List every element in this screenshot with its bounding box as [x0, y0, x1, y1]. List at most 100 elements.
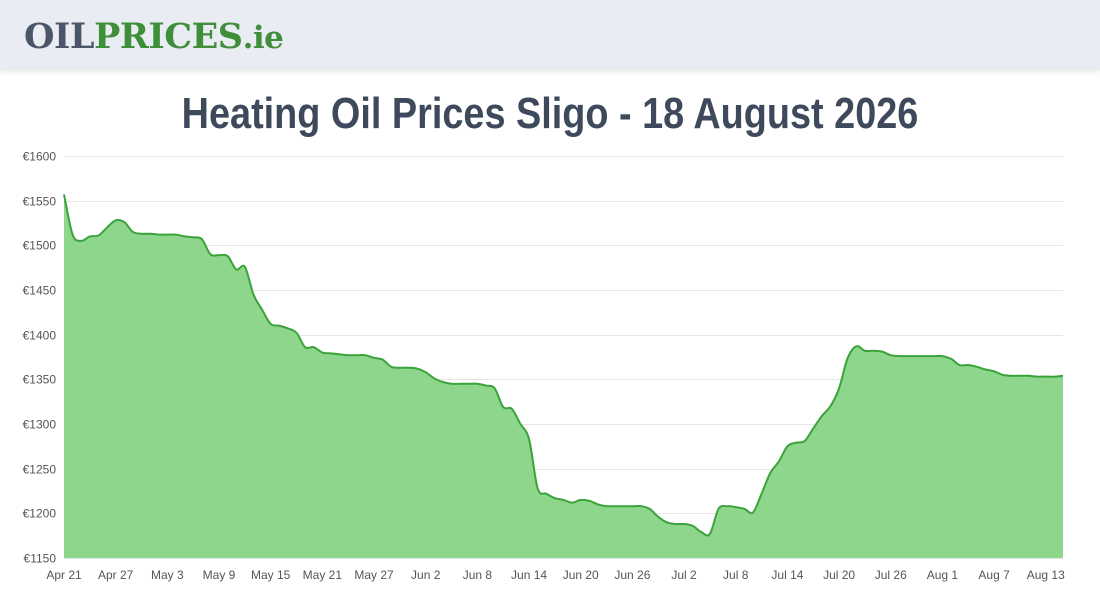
data-point: [950, 358, 952, 360]
y-tick-label: €1400: [23, 329, 57, 343]
data-point: [261, 309, 263, 311]
logo-text-oil: OIL: [24, 16, 94, 57]
data-point: [382, 359, 384, 361]
y-tick-label: €1250: [23, 463, 57, 477]
data-point: [468, 383, 470, 385]
data-point: [373, 357, 375, 359]
data-point: [192, 236, 194, 238]
x-tick-label: May 9: [203, 568, 236, 582]
data-point: [726, 505, 728, 507]
x-tick-label: Jul 8: [723, 568, 749, 582]
data-point: [390, 366, 392, 368]
data-point: [778, 461, 780, 463]
x-tick-label: May 3: [151, 568, 184, 582]
data-point: [244, 266, 246, 268]
data-point: [890, 354, 892, 356]
data-point: [769, 472, 771, 474]
data-point: [563, 499, 565, 501]
data-point: [1036, 376, 1038, 378]
data-point: [640, 505, 642, 507]
data-point: [588, 500, 590, 502]
data-point: [752, 511, 754, 513]
data-point: [924, 355, 926, 357]
data-point: [580, 499, 582, 501]
x-tick-label: Jun 26: [614, 568, 650, 582]
y-tick-label: €1200: [23, 507, 57, 521]
data-point: [898, 355, 900, 357]
data-point: [227, 255, 229, 257]
data-point: [519, 423, 521, 425]
data-point: [571, 502, 573, 504]
data-point: [993, 370, 995, 372]
x-tick-label: Jun 14: [511, 568, 547, 582]
data-point: [907, 355, 909, 357]
logo-text-domain: .ie: [242, 20, 284, 56]
data-point: [175, 234, 177, 236]
data-point: [1028, 375, 1030, 377]
logo-text-prices: PRICES: [93, 16, 243, 57]
data-point: [201, 238, 203, 240]
data-point: [855, 345, 857, 347]
site-logo[interactable]: OILPRICES.ie: [24, 14, 284, 61]
x-tick-label: May 15: [251, 568, 291, 582]
data-point: [649, 508, 651, 510]
x-tick-label: Jul 26: [875, 568, 907, 582]
data-point: [941, 355, 943, 357]
data-point: [554, 497, 556, 499]
data-point: [1045, 376, 1047, 378]
data-point: [743, 508, 745, 510]
y-tick-label: €1150: [24, 552, 57, 566]
data-point: [287, 327, 289, 329]
data-point: [304, 346, 306, 348]
data-point: [623, 505, 625, 507]
data-point: [252, 293, 254, 295]
data-point: [821, 415, 823, 417]
data-point: [916, 355, 918, 357]
data-point: [847, 357, 849, 359]
data-point: [451, 383, 453, 385]
x-tick-label: May 27: [354, 568, 394, 582]
data-point: [502, 406, 504, 408]
y-tick-label: €1500: [23, 239, 57, 253]
data-point: [425, 371, 427, 373]
data-point: [63, 193, 65, 195]
data-point: [235, 268, 237, 270]
data-point: [864, 350, 866, 352]
data-point: [511, 408, 513, 410]
data-point: [106, 226, 108, 228]
x-tick-label: Apr 27: [98, 568, 134, 582]
data-point: [141, 233, 143, 235]
data-point: [296, 332, 298, 334]
x-tick-label: Jul 20: [823, 568, 855, 582]
data-point: [115, 219, 117, 221]
y-tick-label: €1350: [23, 373, 57, 387]
data-point: [485, 385, 487, 387]
data-point: [97, 235, 99, 237]
y-axis-ticks: €1150 €1200 €1250 €1300 €1350 €1400 €1450 €1500…: [23, 150, 57, 566]
data-point: [786, 445, 788, 447]
data-point: [674, 523, 676, 525]
data-point: [433, 377, 435, 379]
data-point: [718, 508, 720, 510]
data-point: [209, 253, 211, 255]
data-point: [761, 493, 763, 495]
y-tick-label: €1600: [23, 150, 57, 164]
data-point: [829, 405, 831, 407]
data-point: [476, 383, 478, 385]
data-point: [735, 506, 737, 508]
data-point: [270, 323, 272, 325]
data-point: [984, 369, 986, 371]
x-axis-ticks: Apr 21 Apr 27 May 3 May 9 May 15 May 21 May 27…: [46, 568, 1065, 582]
data-point: [442, 381, 444, 383]
data-point: [537, 487, 539, 489]
data-point: [158, 234, 160, 236]
data-point: [407, 367, 409, 369]
data-point: [967, 364, 969, 366]
data-point: [313, 346, 315, 348]
data-point: [80, 240, 82, 242]
data-point: [528, 438, 530, 440]
x-tick-label: Jun 8: [463, 568, 493, 582]
x-tick-label: May 21: [303, 568, 343, 582]
x-tick-label: Jul 14: [771, 568, 803, 582]
data-point: [545, 493, 547, 495]
